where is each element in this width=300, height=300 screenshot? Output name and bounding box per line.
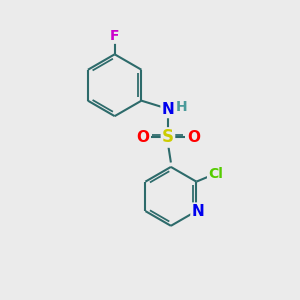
Text: N: N (191, 204, 204, 219)
Text: S: S (162, 128, 174, 146)
Text: Cl: Cl (208, 167, 223, 181)
Text: H: H (176, 100, 187, 114)
Text: F: F (110, 29, 119, 43)
Text: O: O (136, 130, 149, 145)
Text: N: N (162, 102, 174, 117)
Text: O: O (187, 130, 200, 145)
